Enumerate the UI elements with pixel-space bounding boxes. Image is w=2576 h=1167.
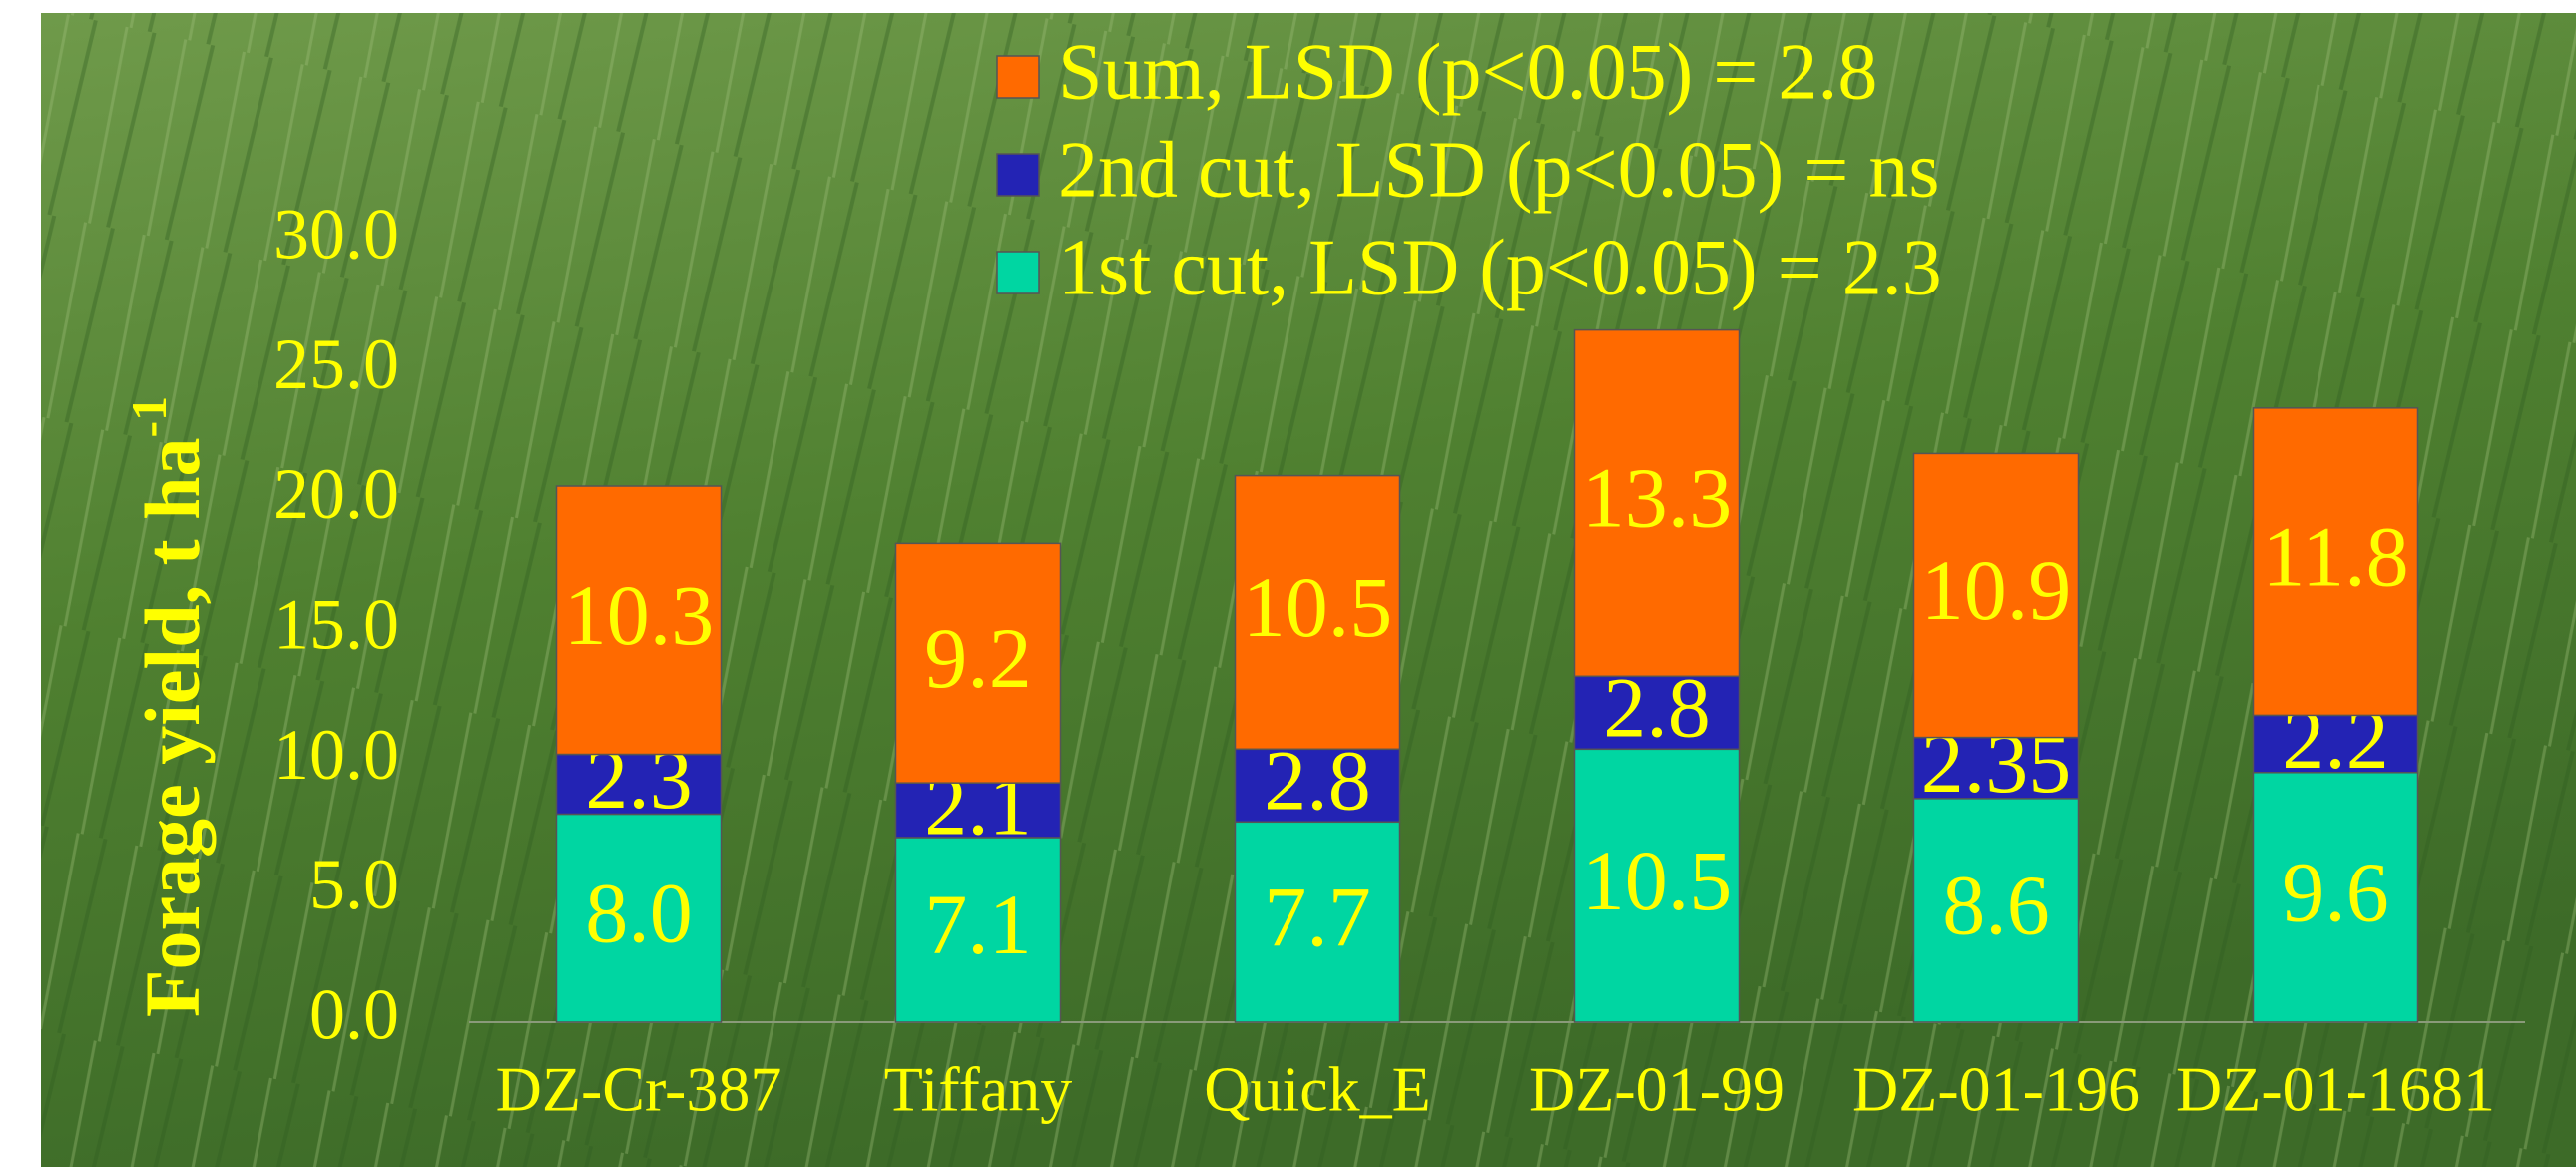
legend-swatch	[997, 154, 1039, 196]
legend-label: 1st cut, LSD (p<0.05) = 2.3	[1058, 224, 1942, 311]
x-tick-label: DZ-01-196	[1852, 1054, 2140, 1125]
legend-swatch	[997, 252, 1039, 293]
chart: Forage yield, t ha-1 0.0 5.0 10.0 15.0 20.0 2…	[0, 0, 2576, 1167]
x-tick-label: Tiffany	[884, 1054, 1073, 1125]
y-tick-label: 20.0	[273, 454, 399, 534]
legend-label: 2nd cut, LSD (p<0.05) = ns	[1058, 126, 1940, 214]
y-axis-title-main: Forage yield, t ha	[129, 438, 216, 1018]
data-label: 8.6	[1942, 858, 2050, 953]
y-axis-title-sup: -1	[121, 396, 177, 438]
data-label: 11.8	[2262, 508, 2408, 604]
legend-label: Sum, LSD (p<0.05) = 2.8	[1058, 28, 1877, 116]
data-label: 10.9	[1921, 542, 2072, 638]
data-label: 13.3	[1582, 450, 1733, 546]
y-tick-label: 10.0	[273, 715, 399, 795]
x-tick-label: DZ-Cr-387	[496, 1054, 782, 1125]
y-axis-title-text: Forage yield, t ha-1	[121, 396, 215, 1017]
y-tick-label: 5.0	[309, 845, 399, 924]
data-label: 10.3	[564, 567, 715, 663]
x-tick-label: DZ-01-1681	[2176, 1054, 2495, 1125]
data-label: 7.7	[1264, 869, 1371, 964]
x-tick-label: Quick_E	[1204, 1054, 1431, 1125]
y-axis-title: Forage yield, t ha-1	[121, 396, 215, 1017]
data-label: 8.0	[585, 865, 693, 960]
x-tick-label: DZ-01-99	[1529, 1054, 1785, 1125]
y-tick-label: 0.0	[309, 975, 399, 1055]
data-label: 9.2	[924, 610, 1032, 706]
y-tick-label: 15.0	[273, 585, 399, 665]
data-label: 7.1	[924, 876, 1032, 972]
y-tick-label: 25.0	[273, 324, 399, 404]
data-label: 10.5	[1243, 559, 1393, 655]
data-label: 9.6	[2282, 845, 2389, 940]
legend-swatch	[997, 56, 1039, 98]
data-label: 10.5	[1582, 833, 1733, 928]
y-tick-label: 30.0	[273, 195, 399, 275]
